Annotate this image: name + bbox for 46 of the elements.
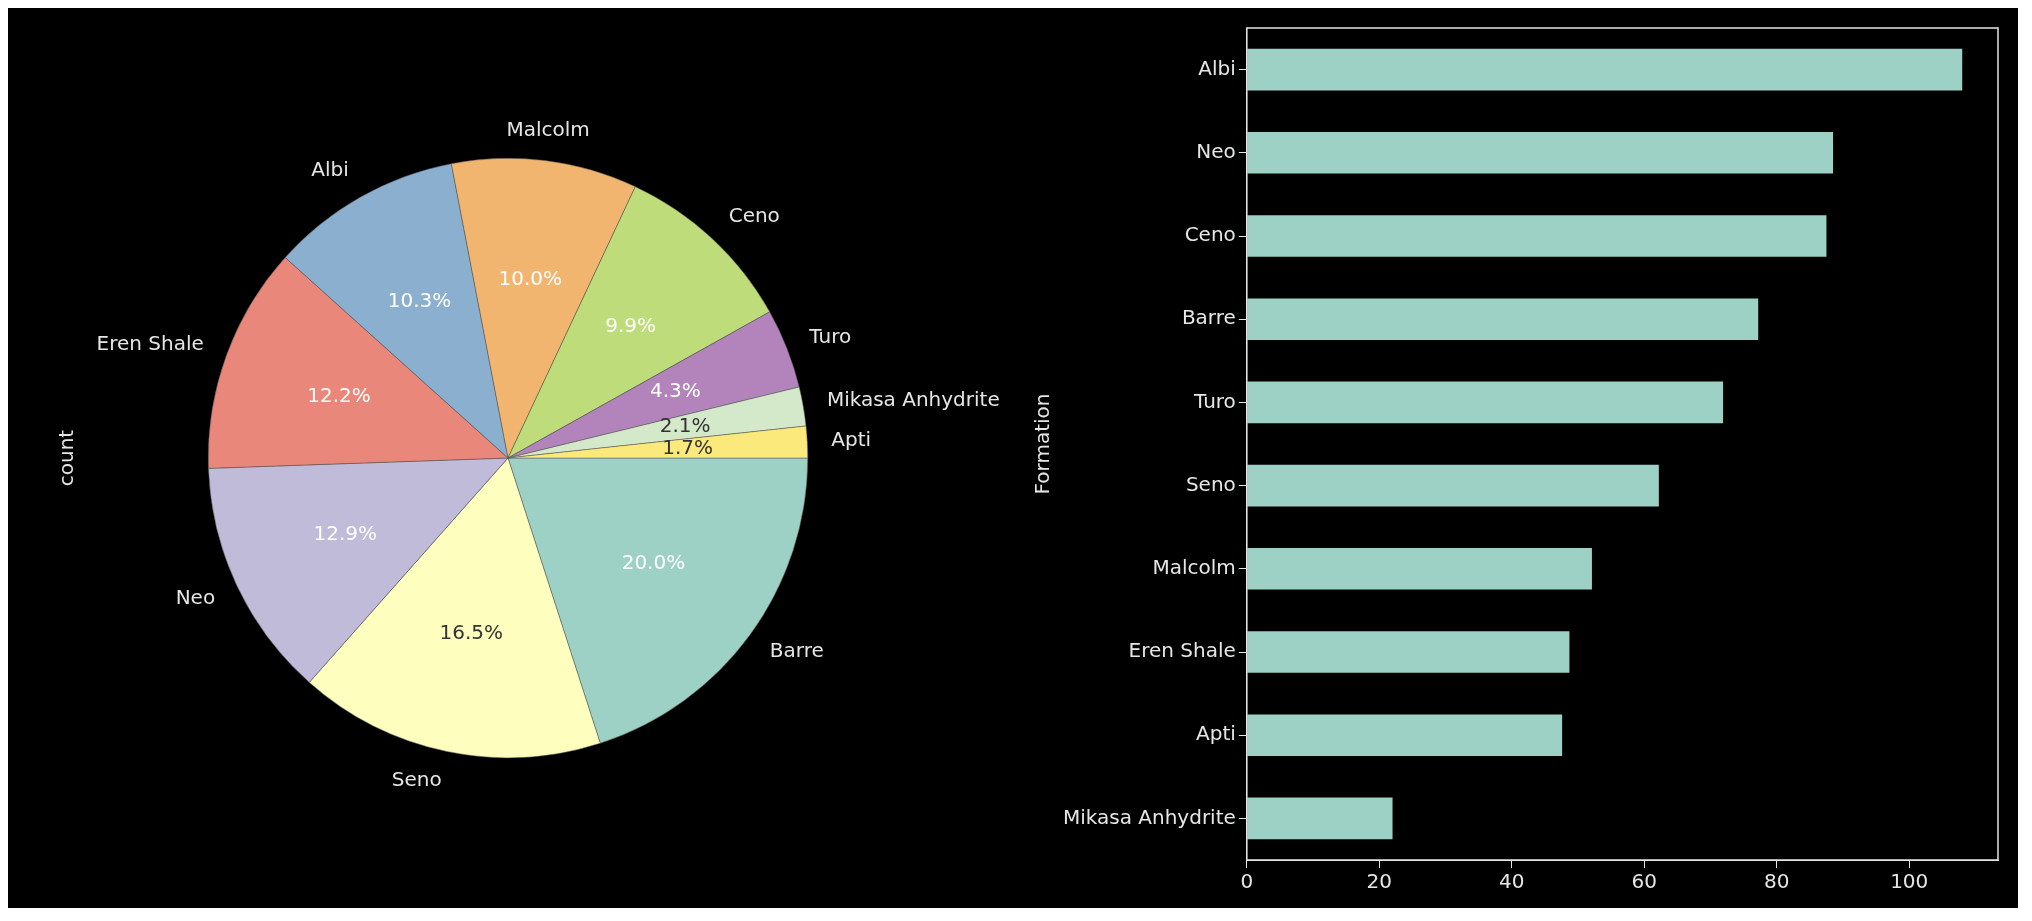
data-label: 20.0%: [621, 550, 686, 575]
slice-label: Neo: [175, 584, 216, 609]
y-tick-label: Apti: [1196, 721, 1236, 746]
y-tick-label: Albi: [1198, 55, 1236, 80]
y-tick-label: Seno: [1185, 471, 1236, 496]
y-tick-label: Malcolm: [1152, 555, 1236, 579]
slice-label: Seno: [391, 766, 442, 791]
bar: [1247, 714, 1563, 756]
x-tick-label: 100: [1890, 869, 1929, 894]
data-label: 16.5%: [439, 620, 503, 645]
y-tick-label: Eren Shale: [1128, 638, 1236, 663]
x-tick-label: 20: [1366, 869, 1393, 894]
slice-label: Apti: [831, 426, 872, 451]
y-tick-label: Neo: [1196, 139, 1236, 163]
y-tick-label: Ceno: [1184, 222, 1236, 247]
data-label: 12.2%: [307, 382, 371, 407]
slice-label: Ceno: [728, 202, 780, 227]
bar: [1247, 464, 1659, 507]
x-tick-label: 80: [1764, 869, 1790, 894]
data-label: 4.3%: [650, 378, 701, 403]
bar: [1247, 298, 1759, 340]
y-tick-label: Barre: [1181, 305, 1236, 330]
data-label: 10.3%: [387, 287, 452, 312]
bar: [1247, 215, 1827, 257]
bar: [1247, 631, 1570, 673]
slice-label: Albi: [311, 157, 349, 182]
text: count: [54, 429, 79, 487]
slice-label: Mikasa Anhydrite: [826, 387, 1000, 412]
x-tick-label: 60: [1631, 869, 1657, 894]
bar: [1247, 48, 1963, 91]
y-tick-label: Turo: [1192, 388, 1236, 413]
bar: [1247, 797, 1393, 840]
data-label: 12.9%: [313, 520, 378, 545]
slice-label: Barre: [769, 638, 824, 663]
x-tick-label: 0: [1240, 869, 1254, 894]
x-tick-label: 40: [1499, 869, 1525, 894]
slice-label: Eren Shale: [96, 331, 204, 356]
data-label: 9.9%: [605, 312, 656, 337]
slice-label: Malcolm: [506, 117, 590, 142]
bar: [1247, 381, 1724, 424]
bar: [1247, 548, 1592, 590]
slice-label: Turo: [808, 323, 852, 348]
data-label: 10.0%: [498, 265, 563, 290]
y-tick-label: Mikasa Anhydrite: [1062, 804, 1236, 829]
bar: [1247, 132, 1834, 174]
y-axis-title: Formation: [1030, 393, 1055, 495]
